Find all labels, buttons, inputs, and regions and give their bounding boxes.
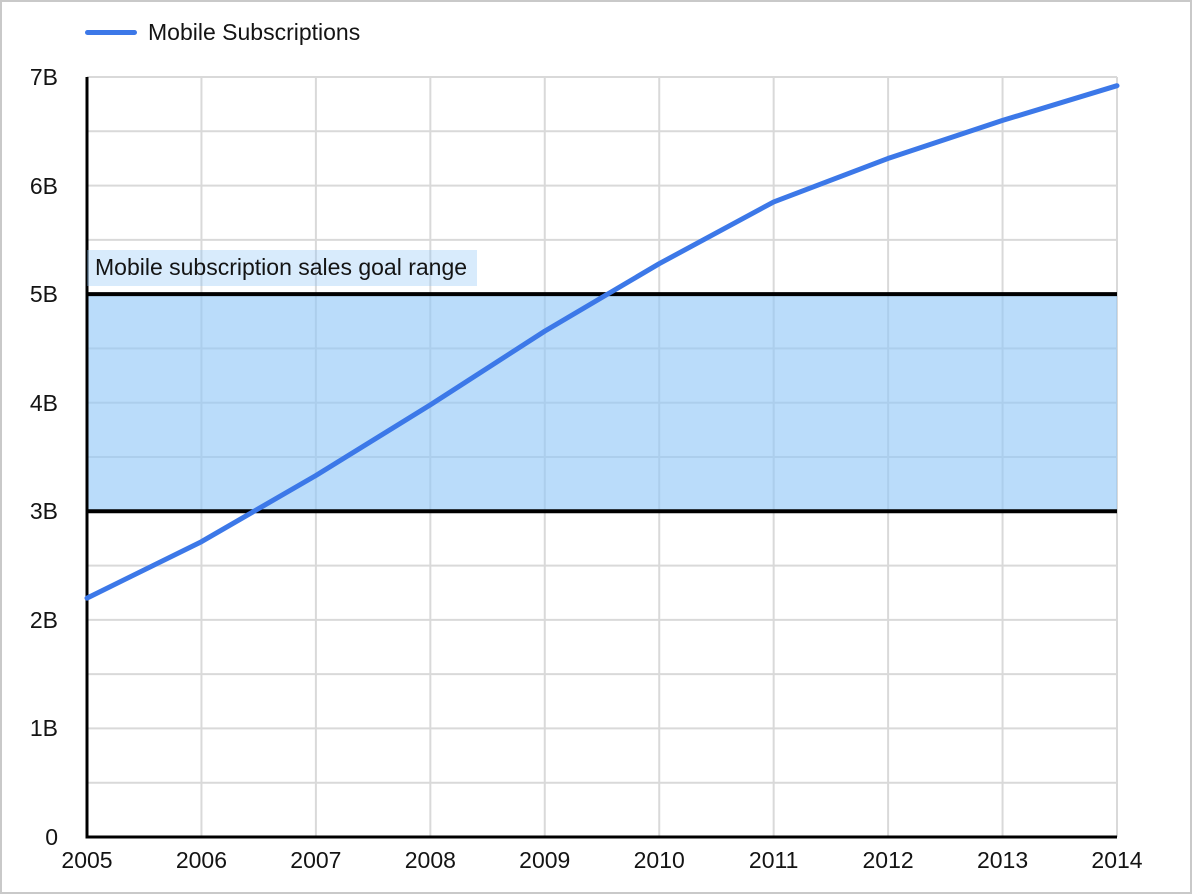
- x-tick-label: 2011: [748, 847, 799, 873]
- x-tick-label: 2007: [290, 847, 342, 873]
- legend: Mobile Subscriptions: [85, 17, 360, 47]
- x-tick-label: 2005: [61, 847, 113, 873]
- y-tick-label: 0: [45, 824, 58, 850]
- y-tick-label: 4B: [29, 389, 58, 416]
- y-tick-label: 2B: [29, 606, 58, 633]
- x-tick-label: 2013: [976, 847, 1029, 873]
- x-tick-label: 2008: [404, 847, 456, 873]
- y-tick-label: 3B: [29, 498, 58, 525]
- x-tick-label: 2006: [175, 847, 228, 873]
- y-tick-label: 6B: [29, 172, 58, 199]
- legend-label: Mobile Subscriptions: [148, 18, 361, 45]
- x-tick-label: 2010: [633, 847, 685, 873]
- y-tick-label: 7B: [29, 64, 58, 90]
- x-tick-label: 2012: [862, 847, 914, 873]
- y-tick-label: 5B: [29, 281, 58, 308]
- y-tick-label: 1B: [29, 715, 58, 742]
- goal-range-label: Mobile subscription sales goal range: [87, 250, 478, 286]
- x-tick-label: 2014: [1091, 847, 1143, 873]
- legend-line-swatch: [85, 29, 137, 35]
- x-tick-label: 2009: [519, 847, 571, 873]
- subscriptions-line: [84, 83, 1120, 601]
- goal-band: [87, 294, 1117, 512]
